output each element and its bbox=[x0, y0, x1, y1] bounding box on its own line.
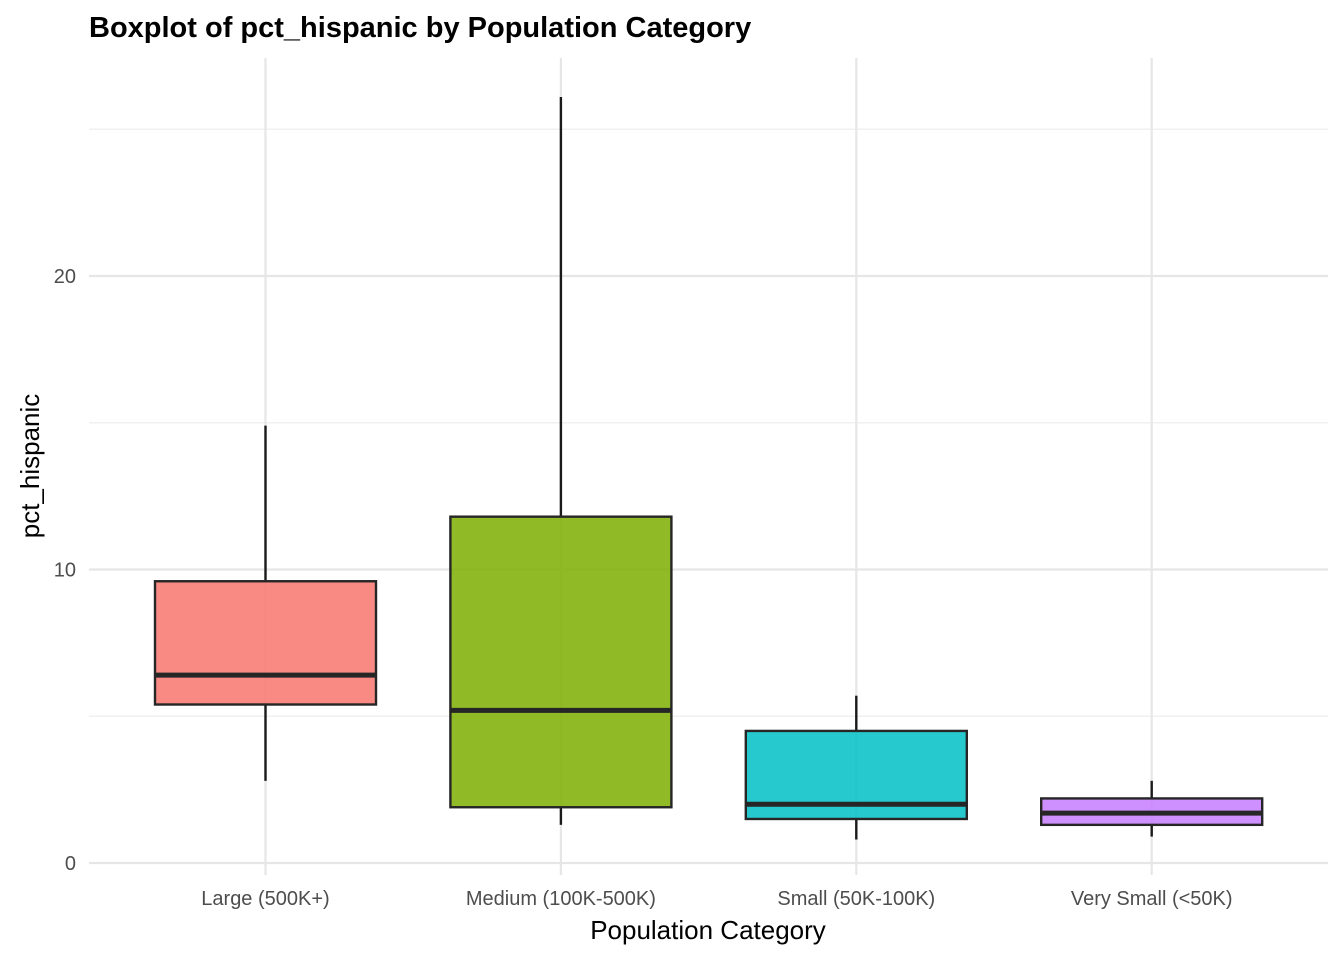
chart-title: Boxplot of pct_hispanic by Population Ca… bbox=[89, 12, 751, 44]
x-tick-label: Small (50K-100K) bbox=[777, 888, 935, 910]
y-tick-label: 0 bbox=[65, 853, 76, 875]
x-axis-title: Population Category bbox=[590, 915, 826, 945]
x-tick-label: Medium (100K-500K) bbox=[466, 888, 656, 910]
x-axis-ticks: Large (500K+) Medium (100K-500K) Small (50… bbox=[201, 888, 1232, 910]
box-group bbox=[744, 695, 968, 840]
grid-lines bbox=[89, 58, 1328, 875]
box-group bbox=[1039, 780, 1264, 837]
y-axis-ticks: 0 10 20 bbox=[54, 266, 76, 875]
y-tick-label: 10 bbox=[54, 560, 76, 582]
box-group bbox=[449, 96, 673, 825]
box-iqr bbox=[449, 515, 673, 809]
x-tick-label: Very Small (<50K) bbox=[1071, 888, 1233, 910]
box-group bbox=[153, 425, 378, 781]
x-tick-label: Large (500K+) bbox=[201, 888, 329, 910]
box-iqr bbox=[153, 580, 378, 706]
y-tick-label: 20 bbox=[54, 266, 76, 288]
y-axis-title: pct_hispanic bbox=[15, 394, 45, 539]
boxes-layer bbox=[153, 96, 1264, 840]
